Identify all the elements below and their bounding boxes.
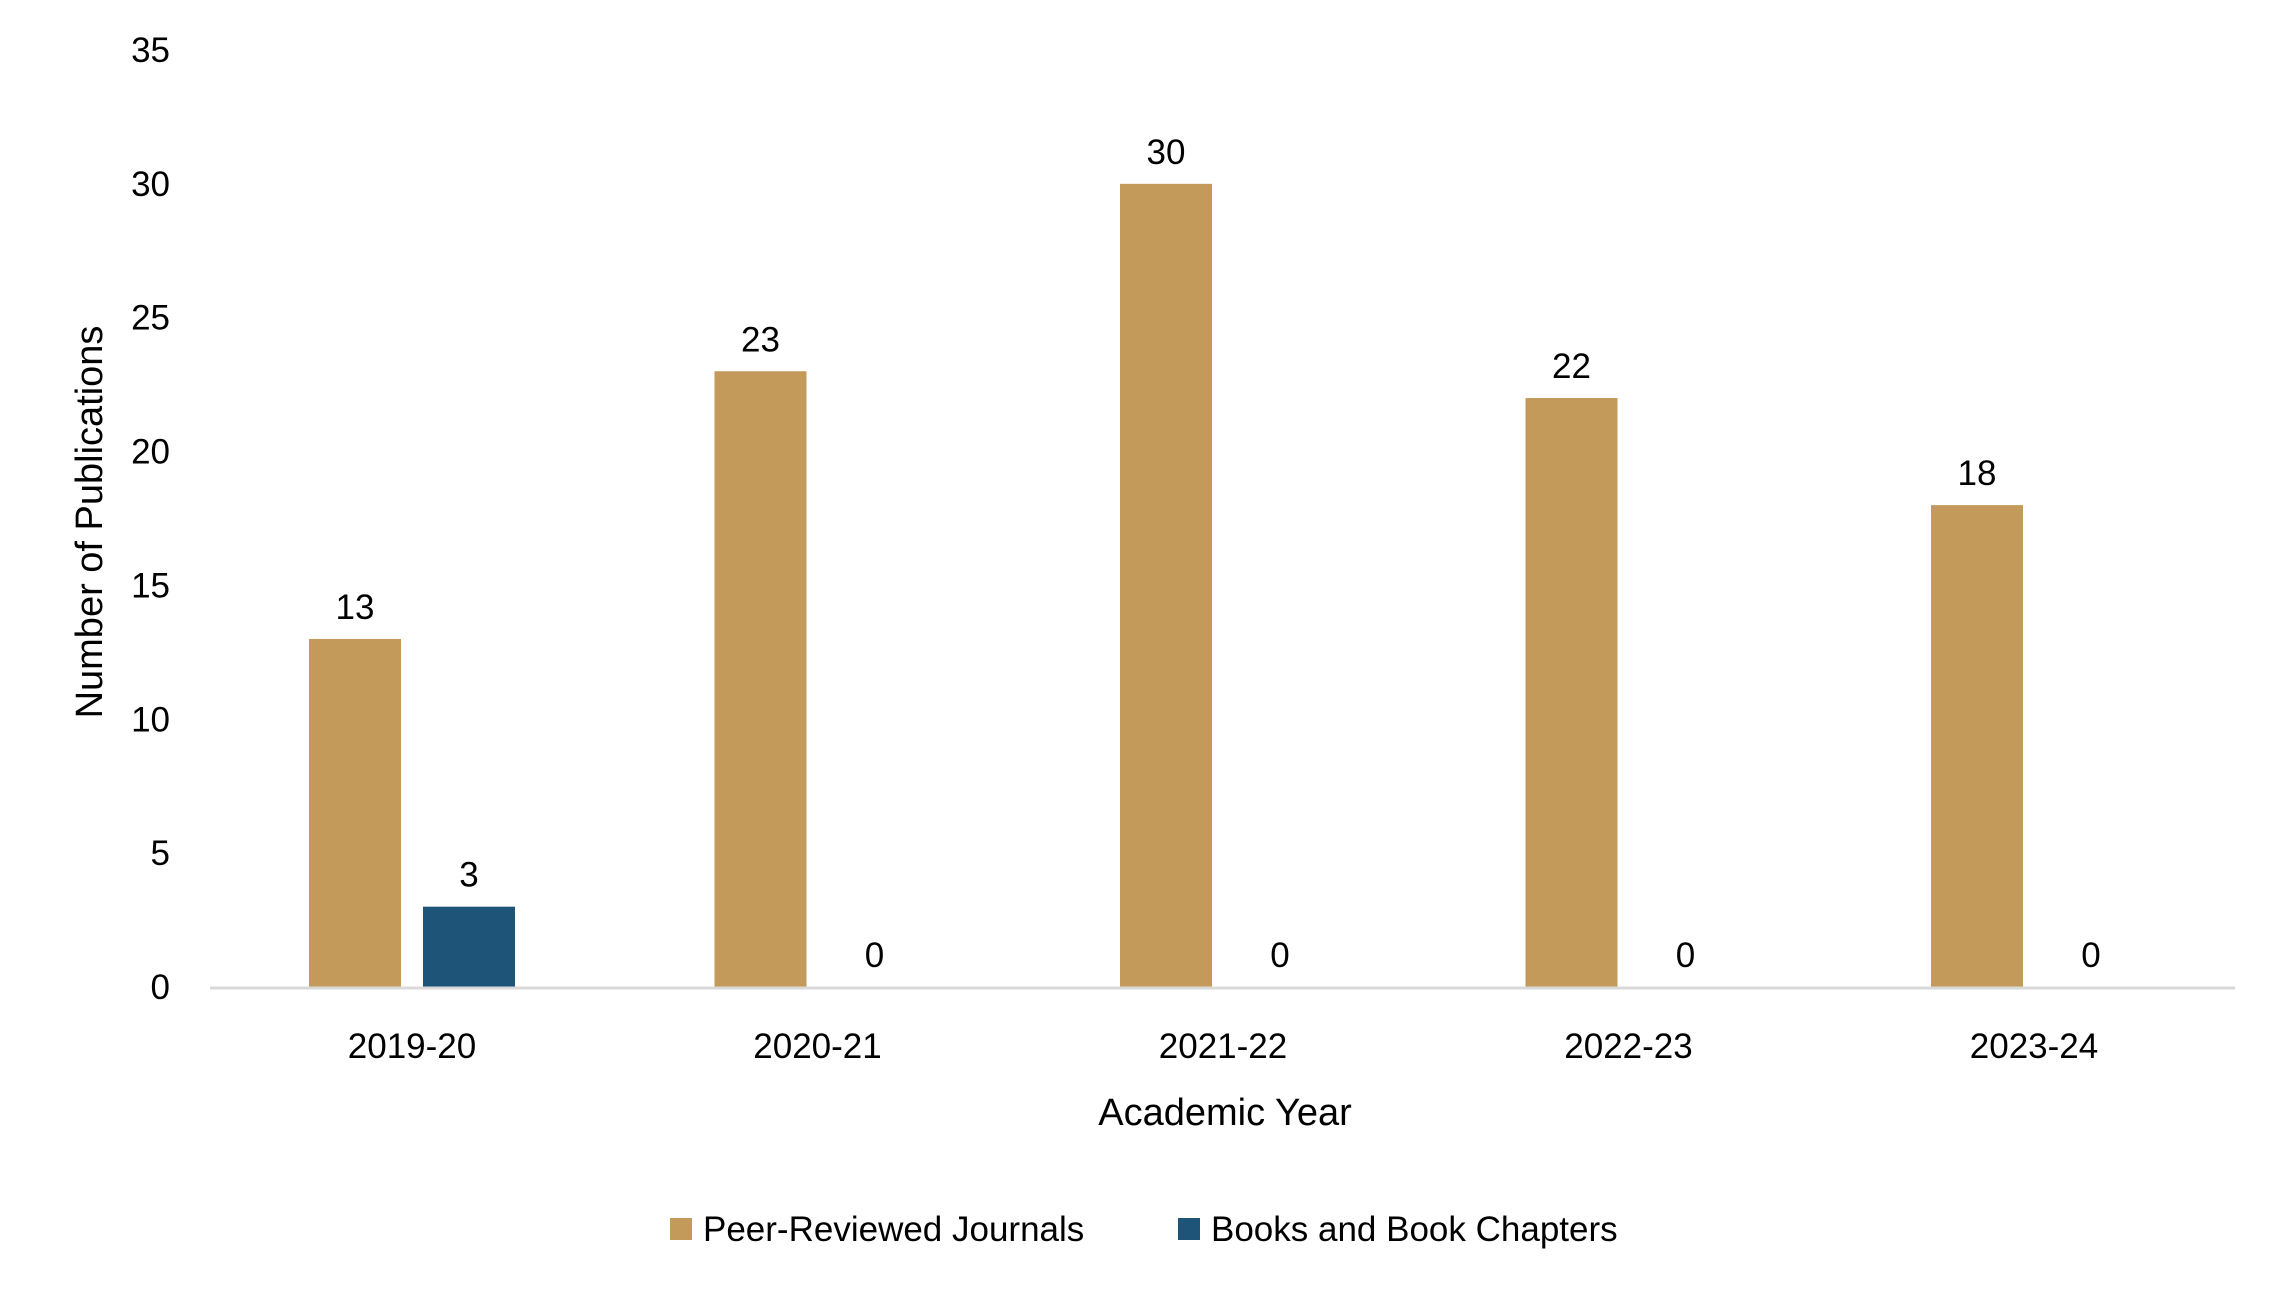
legend-swatch: [1178, 1218, 1200, 1240]
x-tick-label: 2019-20: [348, 1027, 476, 1066]
y-tick-label: 20: [131, 433, 170, 472]
bar-peer-reviewed-journals-2023-24: [1931, 505, 2023, 987]
x-tick-label: 2023-24: [1970, 1027, 2098, 1066]
y-axis-title: Number of Publications: [69, 326, 111, 719]
legend-label: Peer-Reviewed Journals: [703, 1210, 1084, 1249]
data-label: 23: [741, 320, 780, 359]
x-tick-label: 2020-21: [753, 1027, 881, 1066]
y-axis-ticks: 0 5 10 15 20 25 30 35: [131, 31, 170, 1007]
data-label: 0: [1676, 936, 1695, 975]
data-label: 18: [1958, 454, 1997, 493]
bars: [309, 183, 2023, 987]
bar-peer-reviewed-journals-2020-21: [714, 371, 807, 987]
data-label: 0: [865, 936, 884, 975]
bar-peer-reviewed-journals-2021-22: [1120, 183, 1212, 987]
legend: Peer-Reviewed Journals Books and Book Cha…: [670, 1210, 1618, 1249]
data-labels: 13 3 23 0 30 0 22 0 18 0: [336, 133, 2101, 975]
data-label: 30: [1147, 133, 1186, 172]
y-tick-label: 0: [151, 968, 170, 1007]
y-tick-label: 5: [151, 834, 170, 873]
bar-peer-reviewed-journals-2022-23: [1525, 398, 1618, 987]
y-tick-label: 35: [131, 31, 170, 70]
y-tick-label: 30: [131, 165, 170, 204]
legend-swatch: [670, 1218, 692, 1240]
x-tick-label: 2022-23: [1564, 1027, 1692, 1066]
data-label: 3: [459, 856, 478, 895]
x-axis-ticks: 2019-20 2020-21 2021-22 2022-23 2023-24: [348, 1027, 2098, 1066]
legend-label: Books and Book Chapters: [1211, 1210, 1618, 1249]
y-tick-label: 25: [131, 299, 170, 338]
bar-books-and-book-chapters-2019-20: [423, 906, 515, 987]
y-tick-label: 15: [131, 566, 170, 605]
data-label: 0: [2081, 936, 2100, 975]
data-label: 0: [1270, 936, 1289, 975]
x-tick-label: 2021-22: [1159, 1027, 1287, 1066]
bar-peer-reviewed-journals-2019-20: [309, 638, 401, 987]
y-tick-label: 10: [131, 700, 170, 739]
x-axis-title: Academic Year: [1098, 1092, 1352, 1134]
data-label: 22: [1552, 347, 1591, 386]
data-label: 13: [336, 588, 375, 627]
